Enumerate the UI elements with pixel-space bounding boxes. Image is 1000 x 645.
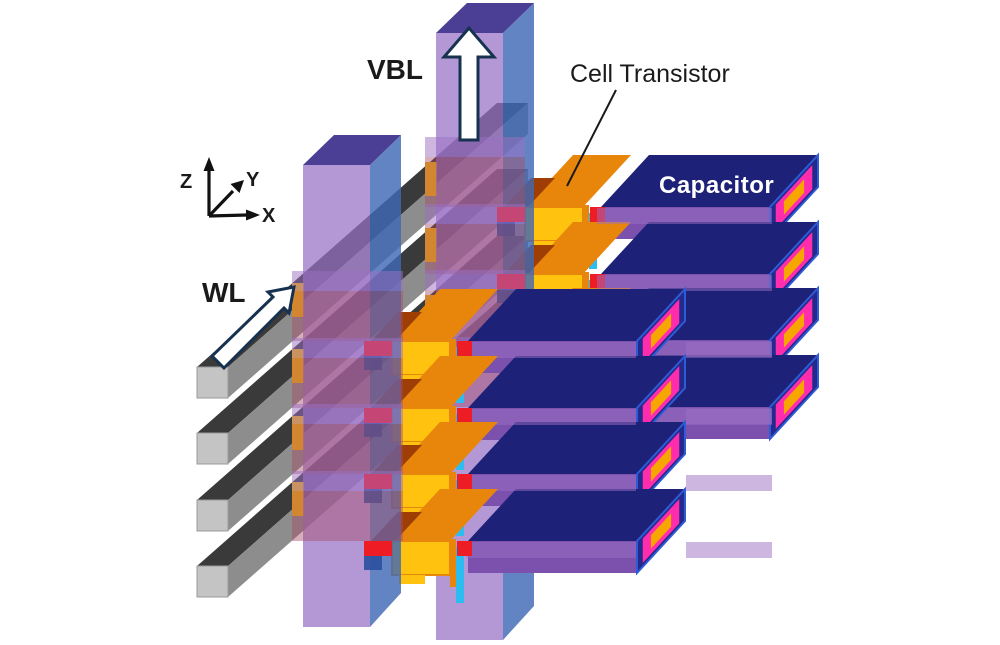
plate-band [686,342,772,358]
wordline-gate-strip [292,283,304,317]
channel-band [425,224,525,274]
contact-blue [364,489,382,503]
contact-blue [364,423,382,437]
plate-band [425,137,525,157]
contact-red [457,474,472,489]
transistor-top-face [525,222,631,274]
plate-band [466,409,636,425]
vbl-pillar-front-front-face [303,165,370,627]
axis-x-label: X [262,205,276,227]
wordline-front-face [196,366,229,399]
plate-band [292,471,403,491]
wordline-front-face [196,565,229,598]
capacitor-top-face [601,155,818,207]
plate-band [466,342,636,358]
plate-band [597,275,772,291]
wordline-gate-strip [425,162,437,196]
vbl-pillar-front-side-face [370,135,401,627]
vbl-pillar-front-top-face [303,135,401,165]
channel-band [292,491,403,541]
plate-band [597,208,772,224]
axis-y-label: Y [246,169,260,191]
contact-blue [364,356,382,370]
capacitor-core [783,379,805,415]
plate-band [292,271,403,291]
capacitor-core [650,380,672,416]
plate-band [292,404,403,424]
wordline-gate-strip [425,228,437,262]
capacitor-top-face [468,489,685,541]
plate-band [686,542,772,558]
vbl-label: VBL [367,54,423,85]
contact-red [364,541,392,556]
wordline-gate-strip [292,416,304,450]
plate-band [425,204,525,224]
capacitor-top-face [468,289,685,341]
wl-label: WL [202,277,246,308]
contact-blue [497,222,515,236]
plate-band [466,475,636,491]
capacitor-core [783,246,805,282]
capacitor-top-face [601,222,818,274]
capacitor-core [650,446,672,482]
capacitor-top-face [468,356,685,408]
capacitor-core [783,312,805,348]
plate-band [686,409,772,425]
wordline-front-face [196,499,229,532]
plate-band [425,270,525,290]
capacitor-label: Capacitor [659,172,774,199]
transistor-edge-orange [450,539,456,587]
vbl-direction-arrow-icon [440,25,498,142]
cell-transistor-label: Cell Transistor [570,60,730,88]
contact-red [457,341,472,356]
transistor-top-face [392,422,498,474]
channel-band [425,157,525,207]
axis-z-label: Z [180,171,192,193]
transistor-top-face [392,289,498,341]
wl-direction-arrow-icon [209,285,296,371]
wordline-front-face [196,432,229,465]
channel-band [292,358,403,408]
plate-band [466,542,636,558]
capacitor-core [650,513,672,549]
cell-transistor-pointer-line [566,89,617,187]
transistor-top-face [392,489,498,541]
coordinate-axes-icon [203,157,260,221]
channel-band [292,291,403,341]
capacitor-top-face [468,422,685,474]
transistor-top-face [525,155,631,207]
channel-band [292,424,403,474]
capacitor-core [650,313,672,349]
transistor-front-tab [399,575,425,584]
transistor-oxide-edge [456,547,464,603]
plate-band [292,338,403,358]
capacitor-core [783,179,805,215]
contact-red [457,541,472,556]
contact-red [457,408,472,423]
vbl-pillar-back-top-face [436,3,534,33]
transistor-top-face [392,356,498,408]
plate-band [686,475,772,491]
contact-blue [364,556,382,570]
